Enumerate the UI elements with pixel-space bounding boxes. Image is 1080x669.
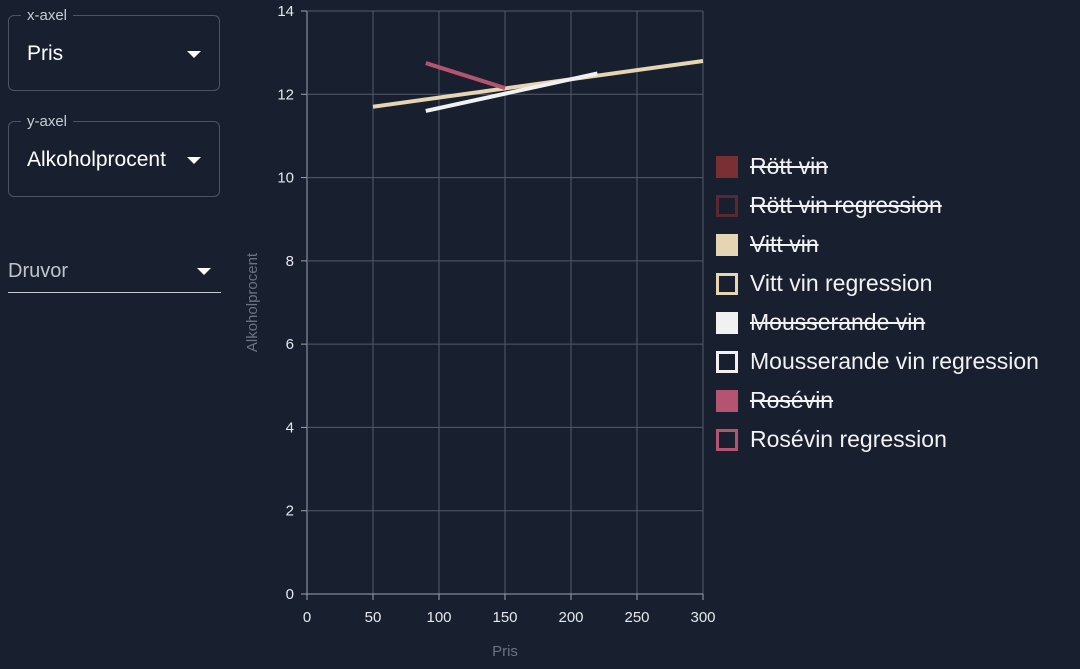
legend-label: Rosévin (750, 387, 834, 413)
legend-swatch (716, 155, 738, 178)
y-tick-label: 12 (277, 86, 294, 103)
chevron-down-icon (197, 268, 211, 275)
legend-item[interactable]: Rött vin regression (716, 186, 1039, 225)
y-axis-select-value: Alkoholprocent (27, 148, 166, 171)
x-tick-label: 150 (492, 609, 517, 626)
legend-item[interactable]: Mousserande vin regression (716, 342, 1039, 381)
chevron-down-icon (187, 157, 201, 164)
legend-item[interactable]: Vitt vin (716, 225, 1039, 264)
legend-swatch (716, 311, 738, 334)
y-axis-title: Alkoholprocent (244, 252, 261, 352)
chart-ticks: 0 50 100 150 200 250 300 0 2 4 6 8 10 12 14 (277, 3, 715, 626)
legend-label: Rött vin regression (750, 192, 942, 218)
legend-item[interactable]: Rött vin (716, 147, 1039, 186)
y-axis-select-label: y-axel (21, 113, 74, 130)
x-tick-label: 300 (690, 609, 715, 626)
y-tick-label: 2 (286, 503, 294, 520)
series-line-ros-vin-regression (425, 61, 506, 90)
legend-swatch (716, 350, 738, 373)
legend-label: Vitt vin (750, 231, 819, 257)
y-tick-label: 14 (277, 3, 294, 20)
chart-grid (301, 10, 704, 600)
x-tick-label: 50 (365, 609, 382, 626)
y-tick-label: 6 (286, 336, 294, 353)
legend-item[interactable]: Mousserande vin (716, 303, 1039, 342)
legend-swatch (716, 428, 738, 451)
x-tick-label: 200 (558, 609, 583, 626)
chart-lines (372, 58, 704, 113)
x-tick-label: 250 (624, 609, 649, 626)
legend-label: Rosévin regression (750, 426, 947, 452)
legend-swatch (716, 389, 738, 412)
chevron-down-icon (187, 51, 201, 58)
x-axis-select-label: x-axel (21, 7, 74, 24)
y-axis-select[interactable]: y-axel Alkoholprocent (8, 113, 220, 197)
legend-item[interactable]: Vitt vin regression (716, 264, 1039, 303)
x-axis-select-value: Pris (27, 42, 64, 65)
series-line-mousserande-vin-regression (425, 71, 598, 113)
x-axis-select[interactable]: x-axel Pris (8, 7, 220, 91)
x-tick-label: 0 (303, 609, 311, 626)
legend-swatch (716, 272, 738, 295)
y-tick-label: 0 (286, 586, 294, 603)
x-tick-label: 100 (426, 609, 451, 626)
legend-swatch (716, 233, 738, 256)
grapes-select-placeholder: Druvor (8, 260, 69, 282)
legend-label: Mousserande vin regression (750, 348, 1039, 374)
chart-legend: Rött vin Rött vin regression Vitt vin Vitt … (716, 147, 1039, 459)
legend-label: Vitt vin regression (750, 270, 933, 296)
series-line-vitt-vin-regression (372, 58, 704, 109)
y-tick-label: 8 (286, 253, 294, 270)
legend-item[interactable]: Rosévin (716, 381, 1039, 420)
x-axis-title: Pris (492, 643, 518, 660)
y-tick-label: 4 (286, 419, 294, 436)
legend-label: Mousserande vin (750, 309, 926, 335)
legend-label: Rött vin (750, 153, 828, 179)
legend-swatch (716, 194, 738, 217)
grapes-select[interactable]: Druvor (8, 246, 221, 293)
legend-item[interactable]: Rosévin regression (716, 420, 1039, 459)
y-tick-label: 10 (277, 170, 294, 187)
